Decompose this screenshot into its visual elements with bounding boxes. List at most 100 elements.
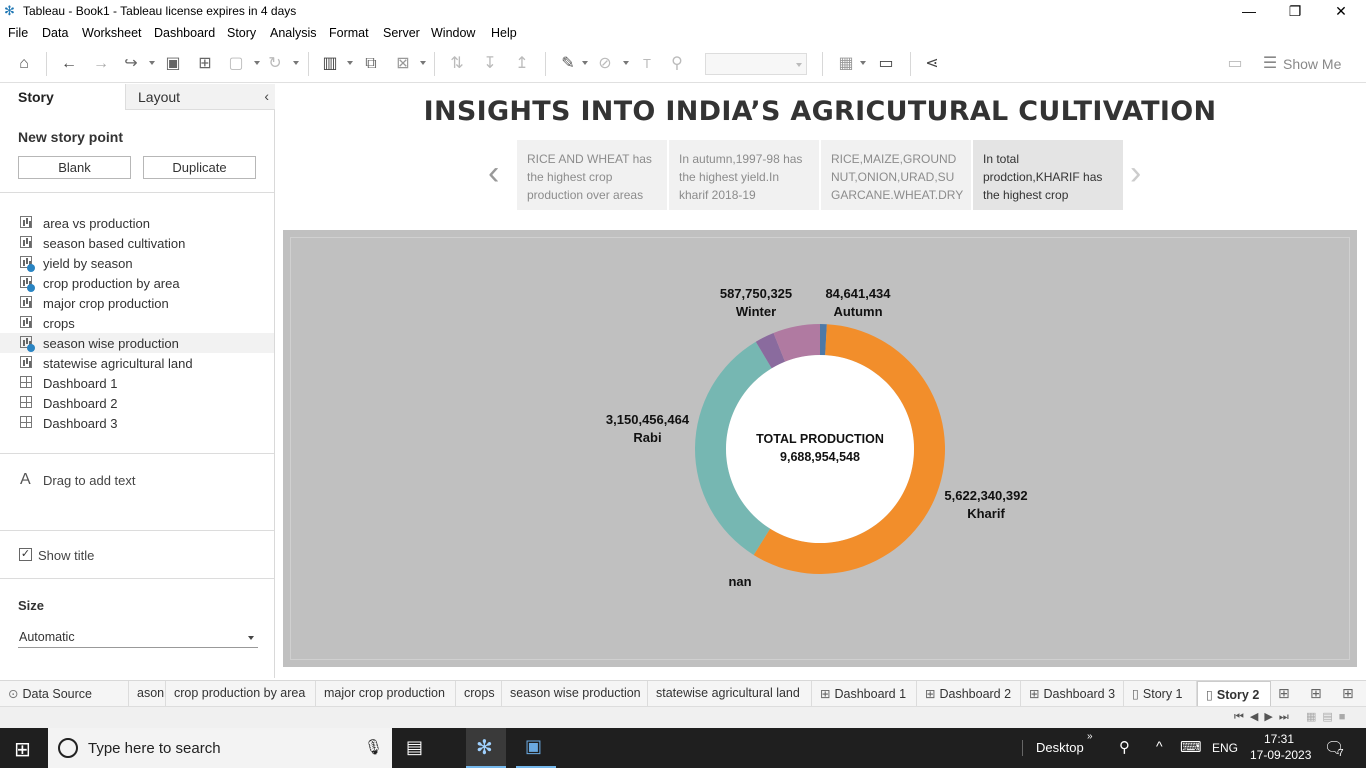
sheet-tab[interactable]: statewise agricultural land	[648, 681, 812, 706]
home-icon[interactable]: ⌂	[19, 55, 29, 72]
redo-icon[interactable]: →	[93, 55, 109, 72]
next-story-point-arrow[interactable]: ›	[1130, 154, 1142, 192]
menu-help[interactable]: Help	[491, 26, 517, 40]
refresh-icon[interactable]: ↻	[268, 55, 282, 72]
menu-dashboard[interactable]: Dashboard	[154, 26, 216, 40]
sheet-list-item[interactable]: statewise agricultural land	[0, 353, 274, 373]
sheet-tab[interactable]: ason	[129, 681, 166, 706]
keyboard-icon[interactable]: ⌨	[1180, 739, 1202, 756]
duplicate-button[interactable]: Duplicate	[143, 156, 256, 179]
minimize-button[interactable]: —	[1242, 3, 1256, 19]
show-me-label[interactable]: Show Me	[1283, 56, 1342, 72]
sheet-list-item[interactable]: area vs production	[0, 213, 274, 233]
sheet-list-item[interactable]: yield by season	[0, 253, 274, 273]
sheet-tab[interactable]: ⊞ Dashboard 3	[1021, 681, 1124, 706]
dropdown-arrow-icon[interactable]	[254, 61, 260, 65]
show-me-icon[interactable]: ☰	[1262, 55, 1278, 72]
sheet-list-item[interactable]: major crop production	[0, 293, 274, 313]
sheet-list-item[interactable]: Dashboard 2	[0, 393, 274, 413]
fit-dropdown[interactable]	[705, 53, 807, 75]
previous-story-point-arrow[interactable]: ‹	[488, 154, 500, 192]
menu-analysis[interactable]: Analysis	[270, 26, 317, 40]
sheet-tab[interactable]: major crop production	[316, 681, 456, 706]
dropdown-arrow-icon[interactable]	[420, 61, 426, 65]
clock-time[interactable]: 17:31	[1264, 732, 1295, 746]
menu-file[interactable]: File	[8, 26, 29, 40]
dropdown-arrow-icon[interactable]	[347, 61, 353, 65]
group-members-icon[interactable]: ⊘	[598, 55, 612, 72]
close-button[interactable]: ✕	[1335, 3, 1347, 19]
donut-slice-nan[interactable]	[755, 332, 786, 369]
swap-icon[interactable]: ⇅	[450, 55, 464, 72]
show-cards-icon[interactable]: ▦	[838, 55, 854, 72]
menu-story[interactable]: Story	[227, 26, 257, 40]
duplicate-sheet-icon[interactable]: ⧉	[365, 55, 377, 72]
paint-format-icon[interactable]: ▭	[1227, 55, 1243, 72]
people-icon[interactable]: ⚲	[1119, 739, 1130, 756]
new-story-tab-icon[interactable]: ⊞	[1342, 685, 1354, 701]
save-icon[interactable]: ▣	[165, 55, 181, 72]
dropdown-arrow-icon[interactable]	[293, 61, 299, 65]
show-mark-labels-icon[interactable]: T	[643, 56, 651, 71]
tableau-taskbar-icon[interactable]: ✻	[466, 728, 506, 768]
story-point-2[interactable]: In autumn,1997-98 has the highest yield.…	[669, 140, 819, 210]
blank-button[interactable]: Blank	[18, 156, 131, 179]
sheet-tab[interactable]: ▯ Story 1	[1124, 681, 1197, 706]
collapse-pane-icon[interactable]: ‹	[264, 88, 269, 104]
sort-descending-icon[interactable]: ↥	[515, 55, 529, 72]
desktop-toolbar-label[interactable]: Desktop	[1036, 740, 1084, 755]
menu-window[interactable]: Window	[431, 26, 476, 40]
menu-worksheet[interactable]: Worksheet	[82, 26, 142, 40]
sheet-list-item[interactable]: crops	[0, 313, 274, 333]
windows-start-icon[interactable]: ⊞	[14, 739, 31, 761]
menu-data[interactable]: Data	[42, 26, 69, 40]
tab-navigation-arrows[interactable]: ⏮◀▶⏭	[1234, 711, 1295, 723]
clear-sheet-icon[interactable]: ⊠	[396, 55, 410, 72]
sheet-list-item[interactable]: season wise production	[0, 333, 274, 353]
sheet-list-item[interactable]: Dashboard 1	[0, 373, 274, 393]
sheet-tab[interactable]: season wise production	[502, 681, 648, 706]
size-dropdown[interactable]: Automatic	[18, 628, 258, 648]
menu-format[interactable]: Format	[329, 26, 369, 40]
app-taskbar-icon[interactable]: ▣	[516, 728, 556, 768]
microphone-icon[interactable]: 🎙	[364, 739, 384, 756]
tab-story[interactable]: Story	[0, 84, 125, 110]
redo-replay-icon[interactable]: ↪	[124, 55, 138, 72]
donut-slice-winter[interactable]	[773, 324, 820, 362]
sheet-tab[interactable]: crops	[456, 681, 502, 706]
donut-slice-autumn[interactable]	[820, 324, 827, 356]
highlight-icon[interactable]: ✎	[561, 55, 575, 72]
donut-slice-rabi[interactable]	[695, 341, 772, 555]
tab-layout[interactable]: Layout ‹	[125, 84, 275, 110]
show-title-checkbox[interactable]: ✓	[19, 548, 32, 561]
sheet-list-item[interactable]: crop production by area	[0, 273, 274, 293]
new-worksheet-icon[interactable]: ▥	[322, 55, 338, 72]
dropdown-arrow-icon[interactable]	[860, 61, 866, 65]
sheet-tab[interactable]: ⊞ Dashboard 2	[917, 681, 1021, 706]
donut-slice-kharif[interactable]	[753, 324, 945, 574]
view-mode-icons[interactable]: ▦▤■	[1306, 711, 1352, 723]
language-indicator[interactable]: ENG	[1212, 741, 1239, 755]
toolbar-expand-icon[interactable]: »	[1087, 731, 1093, 742]
dropdown-arrow-icon[interactable]	[582, 61, 588, 65]
pause-updates-icon[interactable]: ▢	[228, 55, 244, 72]
new-worksheet-tab-icon[interactable]: ⊞	[1278, 685, 1290, 701]
new-data-source-icon[interactable]: ⊞	[198, 55, 212, 72]
sheet-tab[interactable]: ⊞ Dashboard 1	[812, 681, 917, 706]
story-point-1[interactable]: RICE AND WHEAT has the highest crop prod…	[517, 140, 667, 210]
restore-button[interactable]: ❐	[1288, 3, 1302, 19]
undo-icon[interactable]: ←	[61, 55, 77, 72]
dropdown-arrow-icon[interactable]	[623, 61, 629, 65]
sheet-list-item[interactable]: Dashboard 3	[0, 413, 274, 433]
menu-server[interactable]: Server	[383, 26, 420, 40]
sheet-tab[interactable]: ▯ Story 2	[1197, 681, 1271, 706]
pin-axes-icon[interactable]: ⚲	[671, 55, 683, 72]
sort-ascending-icon[interactable]: ↧	[483, 55, 497, 72]
sheet-list-item[interactable]: season based cultivation	[0, 233, 274, 253]
dropdown-arrow-icon[interactable]	[149, 61, 155, 65]
story-point-4[interactable]: In total prodction,KHARIF has the highes…	[973, 140, 1123, 210]
taskbar-search[interactable]: Type here to search 🎙	[48, 728, 392, 768]
task-view-icon[interactable]: ▤	[406, 737, 424, 757]
share-icon[interactable]: ⋖	[925, 55, 939, 72]
new-dashboard-tab-icon[interactable]: ⊞	[1310, 685, 1322, 701]
